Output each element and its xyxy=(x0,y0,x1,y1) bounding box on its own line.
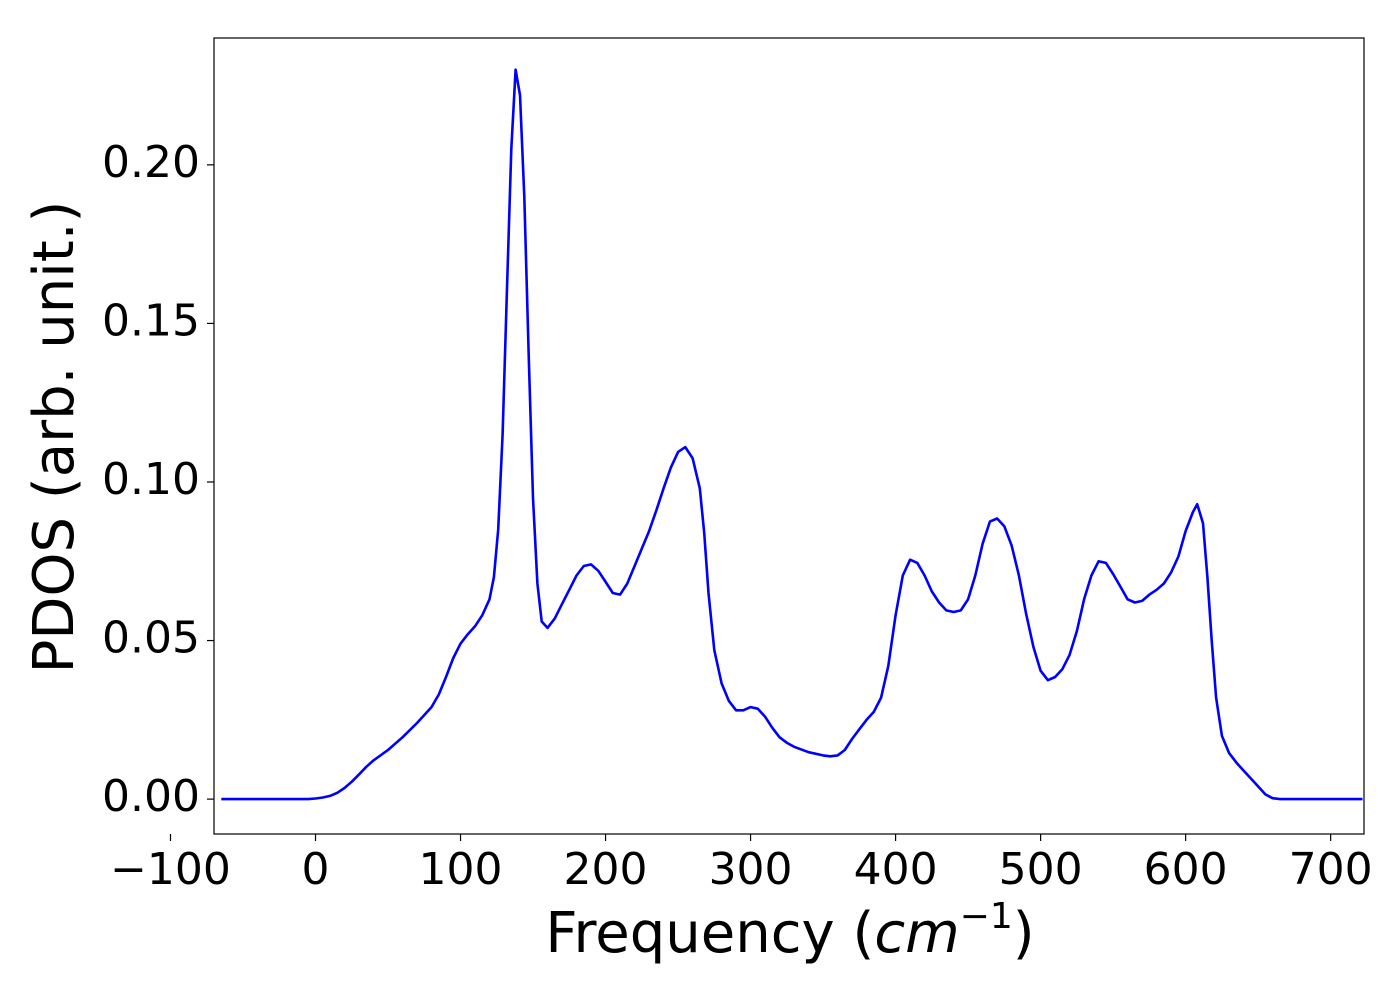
y-axis-ticks: 0.00 0.05 0.10 0.15 0.20 xyxy=(102,137,214,822)
pdos-series-line xyxy=(221,68,1363,801)
y-tick-label: 0.00 xyxy=(102,771,200,822)
y-axis-label: PDOS (arb. unit.) xyxy=(22,201,87,674)
x-axis-label-text: Frequency ( xyxy=(545,901,874,966)
x-axis-label-unit-exponent: −1 xyxy=(960,896,1013,937)
x-tick-label: 500 xyxy=(999,844,1083,895)
x-tick-label: 200 xyxy=(564,844,648,895)
x-tick-label: 400 xyxy=(854,844,938,895)
x-axis-label-unit: cm xyxy=(874,901,959,966)
x-tick-label: 700 xyxy=(1289,844,1373,895)
x-axis-label-close: ) xyxy=(1013,901,1035,966)
plot-frame xyxy=(213,37,1365,835)
x-axis-ticks: −100 0 100 200 300 400 500 600 700 xyxy=(110,834,1373,895)
x-tick-label: 100 xyxy=(419,844,503,895)
x-tick-label: −100 xyxy=(110,844,231,895)
y-tick-label: 0.05 xyxy=(102,613,200,664)
x-tick-label: 0 xyxy=(302,844,330,895)
y-tick-label: 0.20 xyxy=(102,137,200,188)
x-tick-label: 600 xyxy=(1144,844,1228,895)
y-tick-label: 0.10 xyxy=(102,454,200,505)
x-tick-label: 300 xyxy=(709,844,793,895)
y-tick-label: 0.15 xyxy=(102,295,200,346)
x-axis-label: Frequency (cm−1) xyxy=(545,896,1034,966)
series-layer xyxy=(221,68,1363,801)
